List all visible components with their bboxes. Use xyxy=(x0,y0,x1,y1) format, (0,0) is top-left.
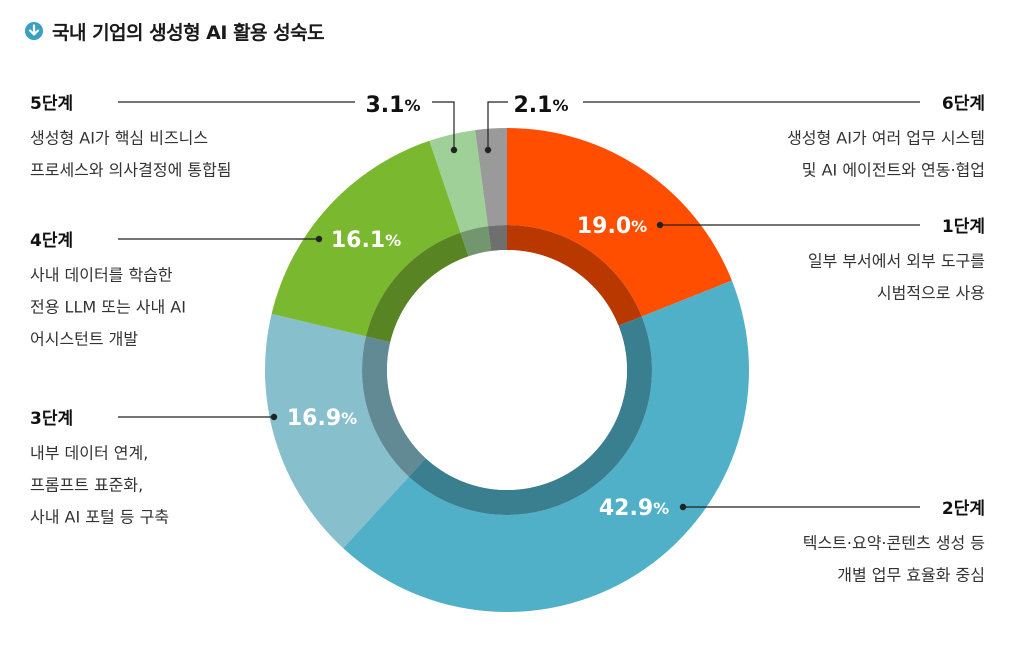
stage-6-desc-line-1: 생성형 AI가 여러 업무 시스템 xyxy=(787,129,985,148)
stage-2-desc-line-1: 텍스트·요약·콘텐츠 생성 등 xyxy=(803,534,985,553)
stage-1-desc-line-2: 시범적으로 사용 xyxy=(877,284,985,303)
inner-slice-stage-6 xyxy=(487,225,507,252)
stage-4-desc-line-3: 어시스턴트 개발 xyxy=(30,330,138,349)
leader-dot-stage-2 xyxy=(679,503,687,511)
slice-stage-5 xyxy=(429,130,488,233)
stage-label-5: 5단계 xyxy=(30,94,73,114)
inner-slice-stage-3 xyxy=(361,336,426,477)
leader-dot-stage-4 xyxy=(315,235,323,243)
stage-6-desc-line-2: 및 AI 에이전트와 연동·협업 xyxy=(802,161,985,180)
percent-label-stage-5: 3.1% xyxy=(365,93,420,118)
leader-line-stage-6 xyxy=(487,101,508,150)
stage-3-desc-line-1: 내부 데이터 연계, xyxy=(30,444,148,463)
stage-label-1: 1단계 xyxy=(942,217,985,237)
stage-label-2: 2단계 xyxy=(942,499,985,519)
leader-dot-stage-6 xyxy=(484,146,492,154)
leader-dot-stage-3 xyxy=(270,413,278,421)
slice-stage-4 xyxy=(271,140,461,337)
inner-slice-stage-5 xyxy=(460,226,492,257)
stage-label-4: 4단계 xyxy=(30,231,73,251)
donut-inner-ring xyxy=(361,225,652,515)
donut-hole xyxy=(387,250,627,490)
stage-5-desc-line-2: 프로세스와 의사결정에 통합됨 xyxy=(30,161,232,180)
slice-stage-6 xyxy=(475,128,507,227)
leader-lines xyxy=(118,101,920,511)
percent-label-stage-2: 42.9% xyxy=(599,496,669,521)
stage-3-desc-line-2: 프롬프트 표준화, xyxy=(30,476,143,495)
leader-dot-stage-1 xyxy=(656,221,664,229)
stage-2-desc-line-2: 개별 업무 효율화 중심 xyxy=(837,566,985,585)
leader-line-stage-5 xyxy=(432,101,455,150)
stage-label-6: 6단계 xyxy=(942,94,985,114)
stage-3-desc-line-3: 사내 AI 포털 등 구축 xyxy=(30,508,169,527)
slice-stage-2 xyxy=(343,280,749,612)
slice-stage-1 xyxy=(507,128,732,317)
chart-title: 국내 기업의 생성형 AI 활용 성숙도 xyxy=(52,21,325,44)
slice-stage-3 xyxy=(265,313,409,549)
leader-dot-stage-5 xyxy=(450,146,458,154)
stage-4-desc-line-2: 전용 LLM 또는 사내 AI xyxy=(30,298,186,317)
stage-4-desc-line-1: 사내 데이터를 학습한 xyxy=(30,266,173,285)
percent-label-stage-6: 2.1% xyxy=(513,93,568,118)
stage-label-3: 3단계 xyxy=(30,409,73,429)
stage-5-desc-line-1: 생성형 AI가 핵심 비즈니스 xyxy=(30,129,208,148)
stage-1-desc-line-1: 일부 부서에서 외부 도구를 xyxy=(808,252,985,271)
percent-label-stage-4: 16.1% xyxy=(331,228,401,253)
inner-slice-stage-1 xyxy=(507,225,642,326)
percent-label-stage-3: 16.9% xyxy=(287,406,357,431)
chart-title-group: 국내 기업의 생성형 AI 활용 성숙도 xyxy=(24,16,325,46)
percent-label-stage-1: 19.0% xyxy=(577,214,647,239)
donut-slices xyxy=(265,128,749,612)
inner-slice-stage-4 xyxy=(365,232,469,343)
down-arrow-circle-icon xyxy=(25,22,43,40)
inner-slice-stage-2 xyxy=(408,316,652,515)
